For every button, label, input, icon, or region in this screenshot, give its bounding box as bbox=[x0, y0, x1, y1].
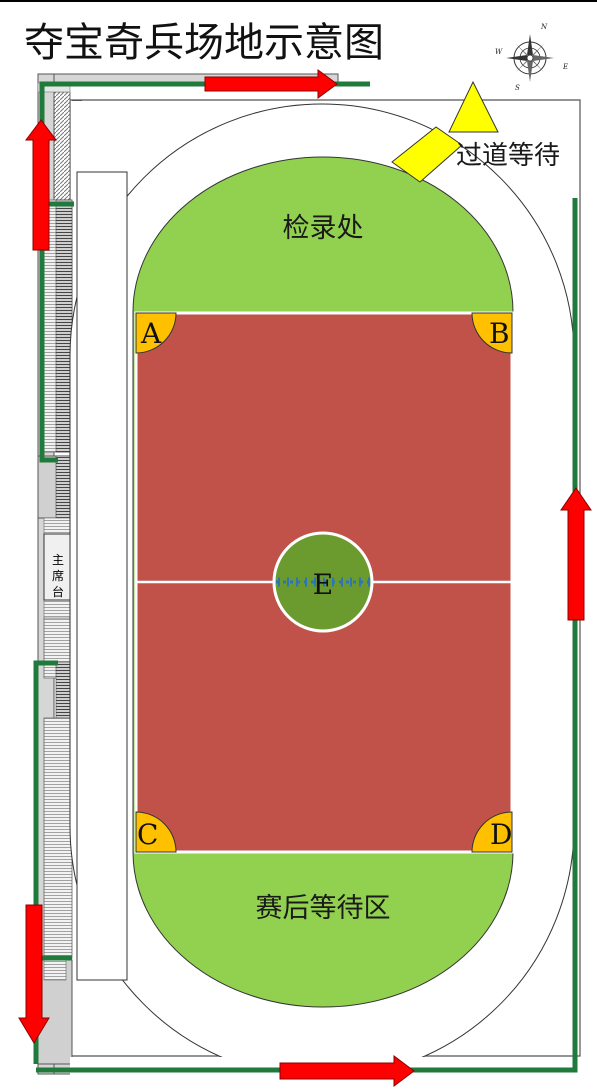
arrow-right-top bbox=[204, 69, 338, 99]
aisle-triangle bbox=[448, 80, 499, 133]
page-title: 夺宝奇兵场地示意图 bbox=[24, 20, 384, 66]
center-label: E bbox=[313, 568, 333, 601]
corner-c-label: C bbox=[137, 818, 158, 851]
corner-b bbox=[471, 312, 513, 354]
main-stand-label-3: 台 bbox=[52, 584, 64, 599]
side-stand bbox=[76, 171, 128, 981]
compass-north-label: N bbox=[540, 23, 548, 31]
aisle-wait-label: 过道等待 bbox=[456, 141, 560, 171]
checkin-label: 检录处 bbox=[283, 213, 364, 244]
arrow-up-right bbox=[560, 487, 592, 621]
corner-a bbox=[135, 312, 177, 354]
compass-east-label: E bbox=[562, 63, 568, 71]
compass-icon: N E S W bbox=[495, 23, 568, 92]
corner-d-label: D bbox=[490, 818, 512, 851]
arrow-up-left-top bbox=[25, 119, 57, 251]
main-stand-label-2: 席 bbox=[52, 568, 64, 583]
corner-a-label: A bbox=[140, 317, 162, 350]
compass-west-label: W bbox=[495, 48, 503, 56]
arrow-right-bottom bbox=[279, 1055, 415, 1087]
after-match-wait-label: 赛后等待区 bbox=[256, 893, 391, 924]
corner-d bbox=[471, 811, 513, 853]
corner-c bbox=[135, 811, 177, 853]
aisle-path bbox=[391, 126, 463, 183]
arrow-down-left-bottom bbox=[18, 904, 50, 1044]
main-stand bbox=[43, 533, 73, 601]
main-stand-label-1: 主 bbox=[52, 553, 64, 567]
corner-b-label: B bbox=[489, 317, 510, 350]
compass-south-label: S bbox=[515, 84, 520, 92]
